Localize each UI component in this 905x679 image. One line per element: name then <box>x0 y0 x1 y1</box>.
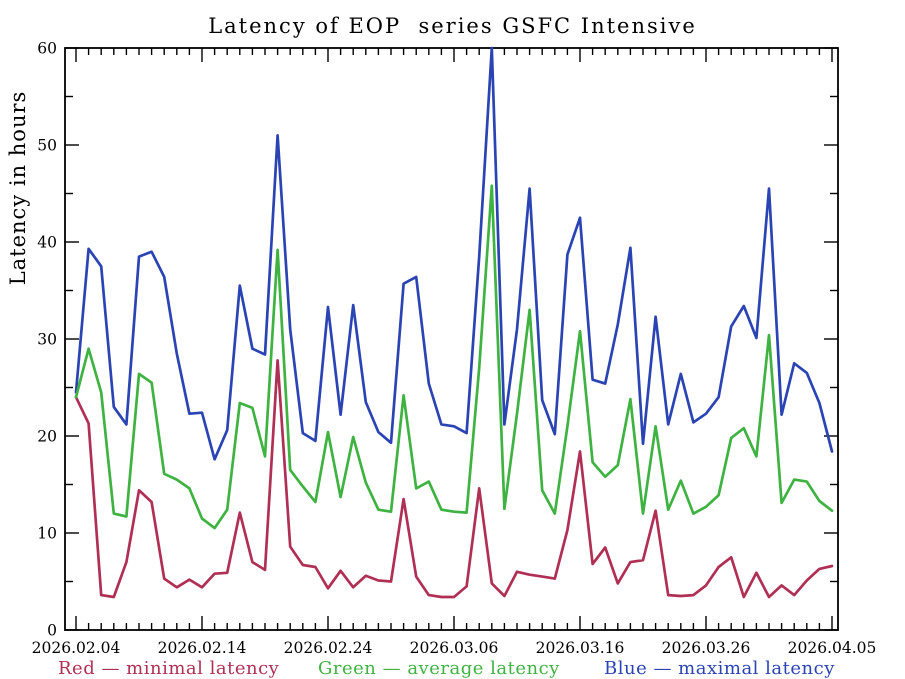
x-tick-label: 2026.03.26 <box>662 639 751 657</box>
chart-legend: Red — minimal latency Green — average la… <box>0 658 905 679</box>
x-tick-label: 2026.02.14 <box>158 639 247 657</box>
y-tick-label: 20 <box>37 428 57 446</box>
legend-average-latency: Green — average latency <box>318 658 560 679</box>
chart-title: Latency of EOP series GSFC Intensive <box>208 14 697 38</box>
y-tick-label: 10 <box>37 525 57 543</box>
y-tick-label: 50 <box>37 137 57 155</box>
y-tick-label: 40 <box>37 234 57 252</box>
series-line-maximal-latency <box>74 46 834 461</box>
plot-frame <box>64 47 839 631</box>
y-tick-label: 0 <box>47 622 57 640</box>
y-tick-label: 60 <box>37 40 57 58</box>
x-tick-label: 2026.04.05 <box>788 639 877 657</box>
x-tick-label: 2026.02.24 <box>284 639 373 657</box>
legend-minimal-latency: Red — minimal latency <box>58 658 280 679</box>
x-tick-label: 2026.02.04 <box>32 639 121 657</box>
legend-maximal-latency: Blue — maximal latency <box>604 658 835 679</box>
y-tick-label: 30 <box>37 331 57 349</box>
series-line-minimal-latency <box>74 358 834 599</box>
series-line-average-latency <box>74 184 834 530</box>
x-tick-label: 2026.03.06 <box>410 639 499 657</box>
x-tick-label: 2026.03.16 <box>536 639 625 657</box>
